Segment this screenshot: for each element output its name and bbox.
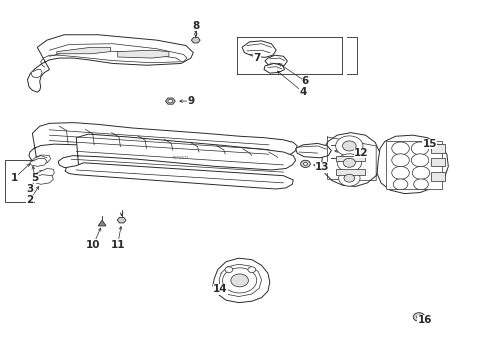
Polygon shape bbox=[57, 47, 110, 54]
Polygon shape bbox=[58, 134, 295, 170]
Circle shape bbox=[335, 136, 362, 156]
Text: 6: 6 bbox=[301, 76, 308, 86]
Circle shape bbox=[391, 166, 408, 179]
Polygon shape bbox=[32, 175, 53, 184]
Polygon shape bbox=[98, 220, 106, 226]
Circle shape bbox=[300, 160, 310, 167]
Polygon shape bbox=[118, 50, 168, 58]
Text: 15: 15 bbox=[422, 139, 436, 149]
Circle shape bbox=[336, 154, 361, 172]
Polygon shape bbox=[335, 169, 365, 175]
Polygon shape bbox=[264, 63, 284, 73]
Circle shape bbox=[303, 162, 307, 165]
Polygon shape bbox=[242, 41, 276, 57]
Circle shape bbox=[224, 267, 232, 273]
Polygon shape bbox=[212, 258, 269, 303]
Polygon shape bbox=[31, 69, 42, 78]
Polygon shape bbox=[430, 158, 445, 166]
Circle shape bbox=[222, 268, 256, 293]
Circle shape bbox=[410, 154, 428, 167]
Text: 16: 16 bbox=[417, 315, 431, 325]
Polygon shape bbox=[34, 155, 50, 164]
Polygon shape bbox=[117, 217, 126, 223]
Circle shape bbox=[391, 154, 408, 167]
Polygon shape bbox=[65, 163, 293, 189]
Text: 3: 3 bbox=[26, 184, 34, 194]
Circle shape bbox=[412, 313, 424, 321]
Text: 2: 2 bbox=[26, 195, 34, 205]
Circle shape bbox=[338, 170, 359, 186]
Polygon shape bbox=[295, 143, 330, 158]
Polygon shape bbox=[29, 123, 297, 164]
Text: 1: 1 bbox=[11, 173, 18, 183]
Circle shape bbox=[343, 174, 354, 182]
Polygon shape bbox=[191, 37, 200, 43]
Text: 7: 7 bbox=[252, 53, 260, 63]
Text: 8: 8 bbox=[192, 21, 199, 31]
Circle shape bbox=[391, 142, 408, 155]
Polygon shape bbox=[335, 156, 365, 161]
Text: INFINITI: INFINITI bbox=[173, 157, 189, 161]
Text: 12: 12 bbox=[353, 148, 368, 158]
Circle shape bbox=[411, 166, 429, 179]
Circle shape bbox=[413, 179, 427, 190]
Text: 4: 4 bbox=[299, 87, 306, 97]
Polygon shape bbox=[430, 144, 445, 153]
Polygon shape bbox=[385, 140, 441, 189]
Text: 13: 13 bbox=[315, 162, 329, 172]
Circle shape bbox=[410, 142, 428, 155]
Circle shape bbox=[247, 267, 255, 273]
Polygon shape bbox=[37, 168, 54, 178]
Polygon shape bbox=[27, 35, 193, 92]
Polygon shape bbox=[264, 55, 287, 67]
Polygon shape bbox=[376, 135, 447, 194]
Circle shape bbox=[416, 315, 421, 319]
Polygon shape bbox=[165, 98, 175, 104]
Text: 11: 11 bbox=[110, 239, 125, 249]
Circle shape bbox=[230, 274, 248, 287]
Circle shape bbox=[343, 158, 355, 167]
Text: 14: 14 bbox=[212, 284, 227, 294]
Polygon shape bbox=[430, 172, 445, 181]
Text: 9: 9 bbox=[187, 96, 194, 106]
Circle shape bbox=[167, 99, 172, 103]
Circle shape bbox=[430, 144, 442, 153]
Text: 10: 10 bbox=[86, 239, 101, 249]
Circle shape bbox=[392, 179, 407, 190]
Polygon shape bbox=[30, 158, 47, 166]
Polygon shape bbox=[321, 133, 379, 186]
Circle shape bbox=[342, 141, 355, 151]
Text: 5: 5 bbox=[31, 173, 39, 183]
